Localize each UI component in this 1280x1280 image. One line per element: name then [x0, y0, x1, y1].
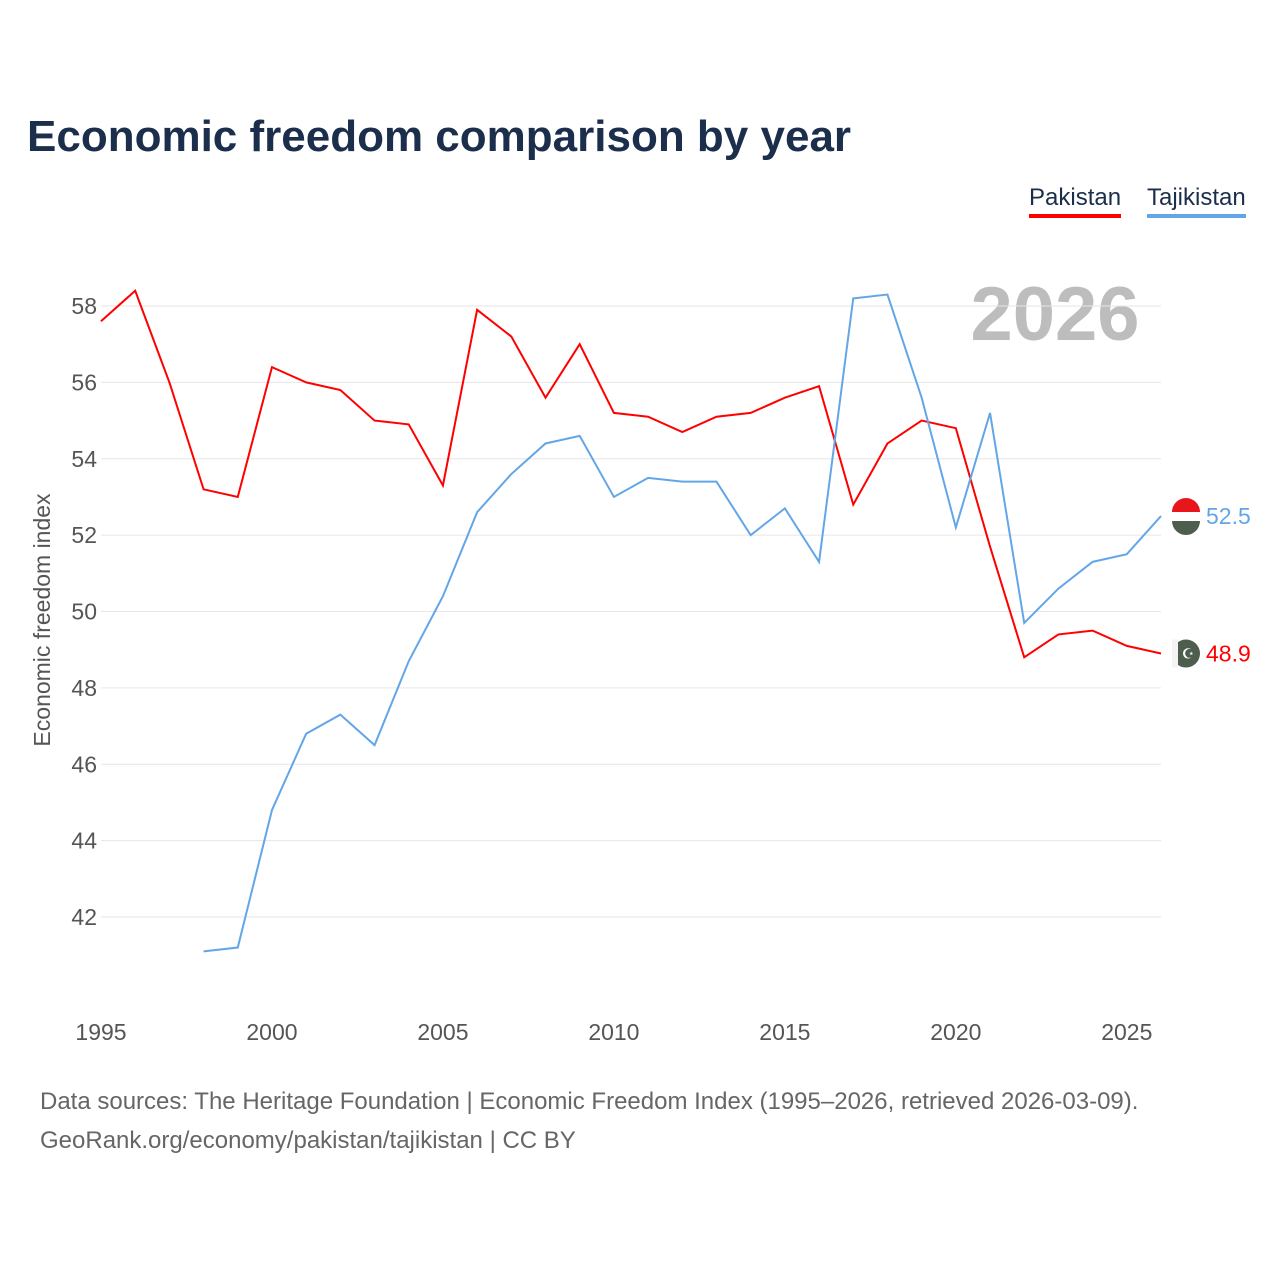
x-tick-label: 2015 [759, 1019, 810, 1045]
x-tick-label: 2010 [588, 1019, 639, 1045]
x-tick-label: 2025 [1101, 1019, 1152, 1045]
y-tick-label: 54 [71, 446, 97, 472]
y-tick-label: 58 [71, 293, 97, 319]
flag-icon-pakistan: ☪ [1172, 639, 1200, 668]
y-tick-label: 52 [71, 522, 97, 548]
year-watermark: 2026 [970, 272, 1139, 357]
x-tick-label: 2000 [246, 1019, 297, 1045]
y-tick-label: 42 [71, 904, 97, 930]
x-tick-label: 2005 [417, 1019, 468, 1045]
end-value-label: 48.9 [1206, 641, 1251, 667]
y-tick-label: 56 [71, 369, 97, 395]
y-tick-label: 44 [71, 828, 97, 854]
legend-item-tajikistan[interactable]: Tajikistan [1147, 184, 1246, 218]
footer-link[interactable]: GeoRank.org/economy/pakistan/tajikistan … [40, 1127, 576, 1154]
y-tick-label: 50 [71, 599, 97, 625]
end-value-label: 52.5 [1206, 503, 1251, 529]
y-tick-label: 48 [71, 675, 97, 701]
flag-icon-tajikistan [1172, 498, 1200, 536]
y-tick-label: 46 [71, 751, 97, 777]
legend-item-pakistan[interactable]: Pakistan [1029, 184, 1122, 218]
x-tick-label: 1995 [75, 1019, 126, 1045]
x-tick-label: 2020 [930, 1019, 981, 1045]
y-axis-label: Economic freedom index [29, 493, 55, 747]
chart-title: Economic freedom comparison by year [27, 112, 852, 161]
svg-text:☪: ☪ [1182, 646, 1195, 662]
series-line-tajikistan[interactable] [203, 293, 1162, 953]
series-line-pakistan[interactable] [100, 289, 1162, 659]
footer-sources: Data sources: The Heritage Foundation | … [40, 1088, 1139, 1115]
